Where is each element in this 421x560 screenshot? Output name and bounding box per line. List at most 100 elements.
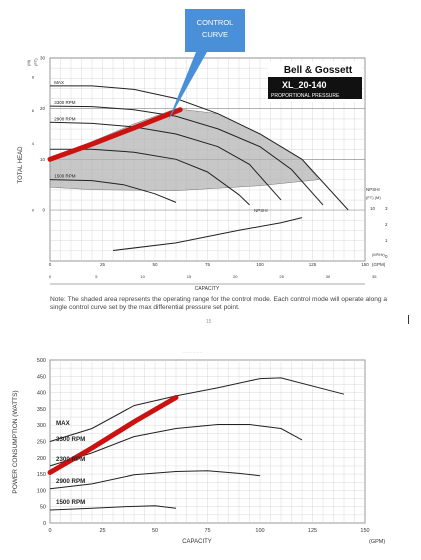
callout-line-1: CONTROL	[197, 18, 234, 27]
power-label-2300: 2300 RPM	[56, 456, 85, 463]
head-curve-unlabeled	[50, 148, 250, 206]
model-bar	[268, 77, 362, 99]
head-m3-tick: 10	[140, 274, 145, 279]
head-x-tick: 0	[49, 262, 52, 267]
power-x-tick: 100	[255, 528, 264, 534]
head-y-unit-ft: (FT)	[33, 58, 38, 66]
head-series-labels: MAX 3300 RPM 2900 RPM 1500 RPM	[54, 80, 76, 179]
head-x-tick: 25	[100, 262, 106, 267]
head-x-tick: 150	[361, 262, 369, 267]
head-x-tick: 125	[309, 262, 317, 267]
head-curve-3300-rpm	[49, 105, 324, 206]
head-m3-tick: 15	[187, 274, 192, 279]
power-y-tick: 500	[37, 358, 46, 364]
power-x-unit: (GPM)	[369, 539, 385, 545]
head-curve-2900-rpm	[49, 121, 282, 201]
head-y-tick-ft: 30	[40, 56, 46, 61]
text-cursor	[408, 315, 409, 324]
power-x-tick: 0	[48, 528, 51, 534]
power-x-tick: 50	[152, 528, 158, 534]
head-curve-max	[50, 85, 349, 211]
head-x-unit-gpm: (GPM)	[372, 262, 386, 267]
page-number: 15	[206, 319, 212, 325]
head-y-unit-m: (M)	[26, 59, 31, 66]
head-series-label: 3300 RPM	[54, 100, 76, 105]
head-curves	[49, 85, 349, 211]
power-y-tick: 50	[40, 505, 46, 511]
head-y-tick-m: 4	[32, 141, 35, 146]
head-x-tick: 100	[256, 262, 264, 267]
head-curve-1500-rpm	[49, 179, 177, 203]
power-y-tick: 400	[37, 391, 46, 397]
head-series-label: MAX	[54, 80, 64, 85]
head-y-axis-title: TOTAL HEAD	[18, 146, 24, 184]
power-series-labels: MAX 3300 RPM 2900 RPM 1500 RPM	[56, 420, 85, 506]
power-x-tick: 125	[308, 528, 317, 534]
head-y-tick-labels-ft: 0 10 20 30	[40, 56, 46, 213]
power-y-tick: 150	[37, 472, 46, 478]
control-curve-callout: CONTROL CURVE	[168, 9, 245, 121]
head-y-tick-m: 6	[32, 108, 35, 113]
power-x-axis-title: CAPACITY	[182, 539, 212, 545]
power-y-tick: 450	[37, 374, 46, 380]
callout-line-2: CURVE	[202, 30, 228, 39]
npsh-axis-label: NPSHr	[366, 187, 381, 192]
power-y-tick: 250	[37, 440, 46, 446]
head-m3-tick: 35	[372, 274, 377, 279]
head-x-unit-m3: (M³/Hr)	[372, 252, 385, 257]
head-y-tick-m: 8	[32, 75, 35, 80]
power-y-tick: 300	[37, 423, 46, 429]
head-y-tick-ft: 20	[40, 106, 46, 111]
power-y-axis-title: POWER CONSUMPTION (WATTS)	[12, 390, 19, 493]
power-y-tick-labels: 0 50 100 150 200 250 300 350 400 450 500	[37, 358, 46, 527]
power-curve-2900-rpm	[49, 470, 261, 490]
control-mode: PROPORTIONAL PRESSURE	[271, 93, 340, 99]
npsh-tick: 3	[385, 206, 388, 211]
shaded-area-note: Note: The shaded area represents the ope…	[50, 296, 388, 311]
head-x-axis-title: CAPACITY	[195, 286, 220, 292]
head-y-tick-labels-m: 0 4 6 8	[32, 75, 35, 213]
head-y-tick-ft: 0	[42, 208, 45, 213]
power-curve-1500-rpm	[49, 505, 177, 511]
operating-range-shaded-area	[49, 108, 320, 191]
head-m3-tick: 30	[326, 274, 331, 279]
power-chart-grid	[49, 359, 366, 524]
npshr-curve-label: NPSHr	[254, 208, 269, 213]
callout-pointer	[168, 52, 207, 121]
power-x-tick-labels: 0 25 50 75 100 125 150	[48, 528, 369, 534]
power-y-tick: 100	[37, 488, 46, 494]
head-y-tick-m: 0	[32, 208, 35, 213]
power-y-tick: 350	[37, 407, 46, 413]
head-control-curve-line	[47, 107, 183, 162]
power-series-label: MAX	[56, 420, 71, 427]
npsh-tick: 2	[385, 222, 388, 227]
power-series-label: 1500 RPM	[56, 499, 85, 506]
power-curve-max	[49, 377, 345, 442]
power-y-tick: 200	[37, 456, 46, 462]
model-name: XL_20-140	[282, 80, 327, 90]
power-y-tick: 0	[43, 521, 46, 527]
npsh-tick: 10	[370, 206, 376, 211]
power-control-curve-line	[47, 395, 179, 475]
head-m3-tick: 0	[49, 274, 52, 279]
power-curve-3300-rpm	[49, 424, 303, 467]
callout-box	[185, 9, 245, 52]
npsh-axis-unit: (FT) (M)	[366, 195, 381, 200]
power-series-label: 2900 RPM	[56, 478, 85, 485]
power-x-tick: 25	[99, 528, 105, 534]
npsh-tick: 1	[385, 238, 388, 243]
power-x-tick: 75	[204, 528, 210, 534]
head-y-tick-ft: 10	[40, 157, 46, 162]
power-series-label: 3300 RPM	[56, 436, 85, 443]
power-chart: MAX 3300 RPM 2900 RPM 1500 RPM 2300 RPM 0 25…	[12, 358, 385, 545]
head-m3-tick: 20	[233, 274, 238, 279]
npshr-curve	[112, 217, 303, 251]
power-curves	[49, 377, 345, 511]
npsh-tick: 0	[385, 254, 388, 259]
head-m3-tick: 25	[279, 274, 284, 279]
power-x-tick: 150	[360, 528, 369, 534]
head-m3-tick: 5	[95, 274, 98, 279]
head-x-tick: 50	[152, 262, 158, 267]
